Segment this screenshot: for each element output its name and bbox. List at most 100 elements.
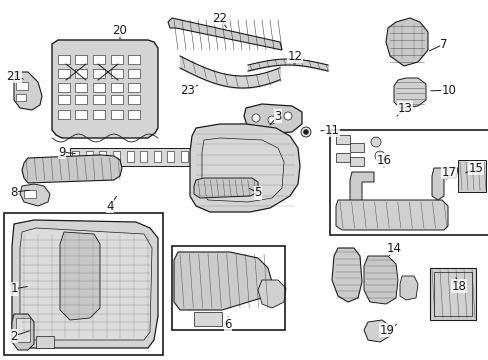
Text: 12: 12: [287, 49, 302, 63]
Text: 5: 5: [254, 186, 261, 199]
Text: 15: 15: [468, 162, 483, 175]
Bar: [349, 157, 363, 166]
Text: 7: 7: [439, 37, 447, 50]
Bar: [140, 151, 147, 162]
Polygon shape: [174, 252, 271, 310]
Circle shape: [301, 127, 310, 137]
Bar: [111, 69, 123, 78]
Polygon shape: [12, 220, 158, 348]
Bar: [113, 151, 120, 162]
Bar: [58, 110, 70, 119]
Bar: [429, 268, 475, 320]
Circle shape: [267, 116, 275, 124]
Polygon shape: [393, 78, 425, 108]
Text: 11: 11: [324, 123, 339, 136]
Bar: [172, 246, 285, 330]
Polygon shape: [52, 40, 158, 138]
Text: 18: 18: [450, 279, 466, 292]
Bar: [194, 151, 202, 162]
Bar: [335, 153, 349, 162]
Bar: [194, 312, 222, 326]
Circle shape: [284, 112, 291, 120]
Circle shape: [374, 151, 384, 161]
Bar: [349, 143, 363, 152]
Text: 6: 6: [224, 318, 231, 330]
Bar: [24, 190, 36, 198]
Bar: [167, 151, 174, 162]
Polygon shape: [14, 72, 42, 110]
Bar: [93, 95, 105, 104]
Bar: [58, 95, 70, 104]
Bar: [111, 110, 123, 119]
Bar: [58, 69, 70, 78]
Bar: [93, 83, 105, 92]
Bar: [36, 336, 54, 348]
Bar: [93, 55, 105, 64]
Text: 17: 17: [441, 166, 456, 179]
Polygon shape: [60, 232, 100, 320]
Bar: [457, 160, 485, 192]
Polygon shape: [12, 314, 34, 350]
Circle shape: [251, 114, 260, 122]
Polygon shape: [168, 18, 282, 50]
Text: 1: 1: [10, 283, 18, 296]
Bar: [433, 272, 471, 316]
Bar: [329, 130, 488, 235]
Polygon shape: [22, 155, 122, 183]
Polygon shape: [331, 248, 361, 302]
Bar: [335, 135, 349, 144]
Text: 19: 19: [379, 324, 394, 337]
Polygon shape: [431, 168, 457, 200]
Bar: [128, 69, 140, 78]
Polygon shape: [335, 200, 447, 230]
Bar: [128, 83, 140, 92]
Polygon shape: [194, 178, 258, 198]
Bar: [128, 110, 140, 119]
Circle shape: [370, 137, 380, 147]
Bar: [126, 151, 133, 162]
Text: 22: 22: [212, 12, 227, 24]
Bar: [72, 151, 79, 162]
Bar: [111, 83, 123, 92]
Text: 20: 20: [112, 23, 127, 36]
Polygon shape: [349, 172, 373, 204]
Text: 2: 2: [10, 329, 18, 342]
Bar: [154, 151, 161, 162]
Polygon shape: [363, 256, 397, 304]
Text: 4: 4: [106, 199, 114, 212]
Bar: [16, 318, 30, 342]
Text: 10: 10: [441, 84, 455, 96]
Bar: [58, 55, 70, 64]
Bar: [16, 82, 28, 90]
Bar: [75, 95, 87, 104]
Text: 23: 23: [180, 84, 195, 96]
Polygon shape: [258, 280, 285, 308]
Bar: [128, 95, 140, 104]
Bar: [111, 95, 123, 104]
Bar: [111, 55, 123, 64]
Bar: [58, 83, 70, 92]
Text: 13: 13: [397, 102, 411, 114]
Bar: [16, 94, 26, 101]
Circle shape: [303, 130, 308, 135]
Text: 14: 14: [386, 242, 401, 255]
Text: 8: 8: [10, 185, 18, 198]
Text: 21: 21: [6, 69, 21, 82]
Bar: [70, 148, 235, 166]
Bar: [75, 55, 87, 64]
Bar: [85, 151, 92, 162]
Polygon shape: [20, 184, 50, 206]
Bar: [75, 110, 87, 119]
Text: 3: 3: [274, 109, 281, 122]
Bar: [181, 151, 188, 162]
Polygon shape: [202, 138, 284, 202]
Bar: [93, 110, 105, 119]
Polygon shape: [363, 320, 389, 342]
Bar: [222, 151, 228, 162]
Polygon shape: [244, 104, 302, 134]
Bar: [128, 55, 140, 64]
Polygon shape: [190, 124, 299, 212]
Text: 16: 16: [376, 153, 391, 166]
Bar: [99, 151, 106, 162]
Bar: [93, 69, 105, 78]
